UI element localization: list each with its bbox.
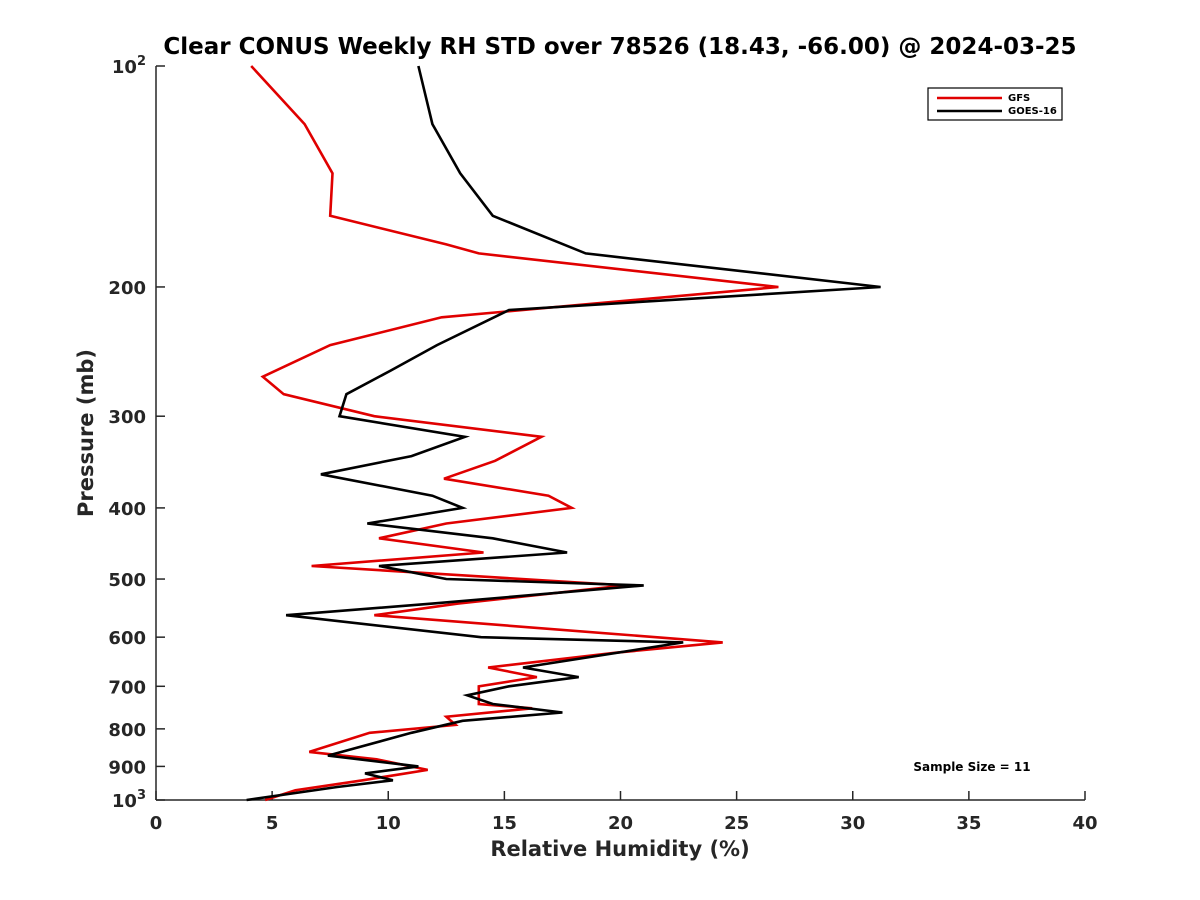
chart-title: Clear CONUS Weekly RH STD over 78526 (18…	[163, 34, 1076, 60]
y-tick-label: 600	[108, 628, 146, 649]
series-line-goes-16	[246, 65, 881, 802]
y-axis-label: Pressure (mb)	[74, 349, 98, 517]
x-tick-label: 20	[608, 813, 633, 834]
x-tick-label: 0	[150, 813, 163, 834]
legend-label-goes-16: GOES-16	[1008, 106, 1057, 117]
x-tick-label: 25	[724, 813, 749, 834]
x-tick-label: 10	[376, 813, 401, 834]
y-tick-label: 400	[108, 499, 146, 520]
legend-box	[927, 87, 1063, 121]
series-line-gfs	[250, 65, 779, 802]
plot-area: 0 5 10 15 20 25 30 35 40 102 200 300 400 500 600 700 800…	[108, 54, 1097, 834]
legend-label-gfs: GFS	[1008, 93, 1030, 104]
x-axis-label: Relative Humidity (%)	[490, 837, 749, 861]
x-tick-label: 40	[1072, 813, 1097, 834]
y-tick-label: 900	[108, 757, 146, 778]
x-tick-label: 30	[840, 813, 865, 834]
y-tick-label: 102	[112, 54, 146, 78]
y-tick-label: 500	[108, 570, 146, 591]
y-tick-label: 300	[108, 407, 146, 428]
y-tick-label: 800	[108, 720, 146, 741]
legend: GFS GOES-16	[927, 87, 1063, 121]
x-tick-label: 5	[266, 813, 279, 834]
x-tick-label: 35	[956, 813, 981, 834]
y-tick-label: 700	[108, 677, 146, 698]
x-tick-label: 15	[492, 813, 517, 834]
y-tick-label: 103	[112, 788, 146, 812]
y-tick-label: 200	[108, 278, 146, 299]
sample-size-annotation: Sample Size = 11	[913, 760, 1030, 774]
